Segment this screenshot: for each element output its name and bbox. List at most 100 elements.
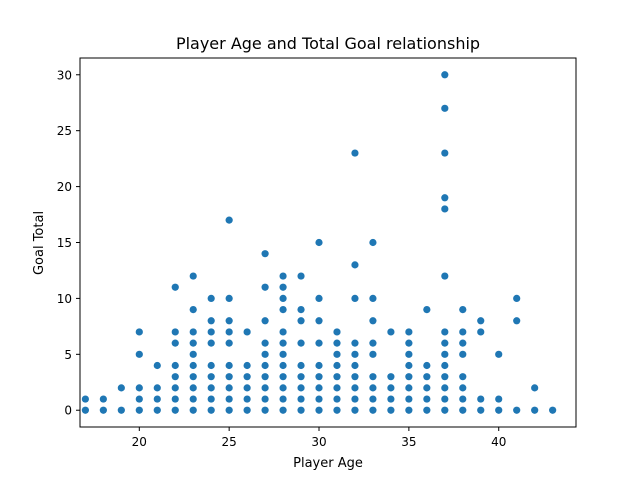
data-point (315, 406, 323, 414)
data-point (225, 361, 233, 370)
data-point (153, 406, 161, 414)
data-point (279, 283, 287, 291)
x-tick-label: 25 (222, 435, 237, 449)
data-point (441, 350, 449, 358)
data-point (135, 328, 143, 336)
y-tick-label: 20 (57, 180, 72, 194)
data-point (315, 317, 323, 325)
data-point (441, 328, 449, 336)
y-tick-label: 15 (57, 236, 72, 250)
data-point (135, 395, 143, 403)
data-point (207, 317, 215, 325)
data-point (189, 361, 197, 370)
data-point (153, 361, 161, 370)
data-point (333, 384, 341, 392)
data-point (279, 384, 287, 392)
data-point (405, 384, 413, 392)
data-point (441, 384, 449, 392)
data-point (351, 395, 359, 403)
data-point (279, 361, 287, 370)
data-point (243, 361, 251, 370)
data-point (297, 373, 305, 381)
data-point (459, 350, 467, 358)
data-point (261, 384, 269, 392)
data-point (297, 384, 305, 392)
data-point (513, 406, 521, 414)
data-point (189, 272, 197, 280)
data-point (207, 294, 215, 303)
data-point (315, 294, 323, 303)
data-point (315, 361, 323, 370)
data-point (459, 328, 467, 336)
data-point (441, 272, 449, 280)
data-point (135, 406, 143, 414)
data-point (261, 283, 269, 291)
data-point (459, 339, 467, 347)
data-point (261, 361, 269, 370)
data-point (441, 361, 449, 370)
data-point (369, 406, 377, 414)
data-point (351, 361, 359, 370)
data-point (315, 238, 323, 247)
y-tick-label: 10 (57, 292, 72, 306)
data-point (369, 350, 377, 358)
data-point (135, 384, 143, 392)
data-point (171, 361, 179, 370)
data-point (99, 395, 107, 403)
data-point (261, 406, 269, 414)
data-point (171, 373, 179, 381)
data-point (153, 395, 161, 403)
x-axis-label: Player Age (293, 456, 363, 471)
data-point (333, 361, 341, 370)
data-point (351, 149, 359, 157)
data-point (207, 384, 215, 392)
data-point (387, 384, 395, 392)
y-tick-label: 5 (64, 348, 72, 362)
plot-frame (79, 57, 577, 428)
data-point (297, 361, 305, 370)
data-point (405, 350, 413, 358)
data-point (207, 361, 215, 370)
data-point (333, 395, 341, 403)
data-point (495, 350, 503, 358)
data-point (225, 328, 233, 336)
data-point (279, 395, 287, 403)
data-point (405, 373, 413, 381)
data-point (387, 373, 395, 381)
data-point (459, 384, 467, 392)
data-point (225, 384, 233, 392)
data-point (387, 406, 395, 414)
data-point (189, 305, 197, 314)
data-point (207, 373, 215, 381)
data-point (459, 395, 467, 403)
data-point (297, 272, 305, 280)
data-point (441, 395, 449, 403)
data-point (369, 339, 377, 347)
data-point (261, 339, 269, 347)
data-point (189, 384, 197, 392)
data-point (369, 317, 377, 325)
data-point (477, 317, 485, 325)
data-point (441, 104, 449, 112)
data-point (423, 384, 431, 392)
data-point (225, 294, 233, 303)
data-point (225, 373, 233, 381)
x-tick-label: 20 (132, 435, 147, 449)
data-point (369, 373, 377, 381)
data-point (207, 406, 215, 414)
data-point (495, 395, 503, 403)
data-point (405, 406, 413, 414)
data-point (225, 395, 233, 403)
data-point (441, 205, 449, 213)
y-tick-label: 30 (57, 68, 72, 82)
data-point (369, 384, 377, 392)
data-point (189, 350, 197, 358)
data-point (279, 350, 287, 358)
data-point (189, 373, 197, 381)
data-point (261, 395, 269, 403)
data-point (351, 384, 359, 392)
data-point (405, 395, 413, 403)
data-point (261, 317, 269, 325)
data-point (81, 395, 89, 403)
data-point (243, 373, 251, 381)
